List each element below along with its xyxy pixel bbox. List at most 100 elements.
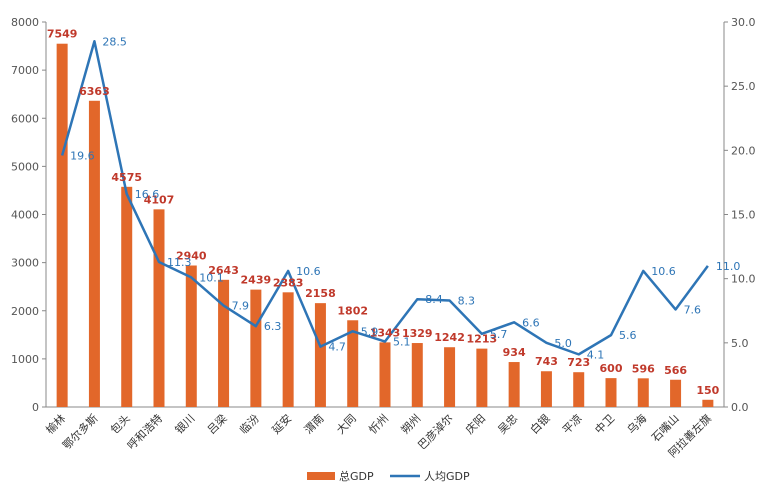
category-label: 呼和浩特 bbox=[124, 411, 165, 452]
bar-total-gdp bbox=[508, 362, 520, 407]
bar-value-label: 596 bbox=[632, 362, 655, 375]
bar-value-label: 743 bbox=[535, 355, 558, 368]
bar-total-gdp bbox=[185, 265, 197, 407]
bar-total-gdp bbox=[314, 303, 326, 407]
category-label: 大同 bbox=[333, 411, 358, 436]
bar-value-label: 1242 bbox=[434, 331, 465, 344]
left-tick-label: 8000 bbox=[11, 16, 39, 29]
bar-total-gdp bbox=[56, 43, 68, 407]
right-tick-label: 20.0 bbox=[731, 144, 756, 157]
bar-value-label: 2383 bbox=[273, 276, 304, 289]
line-value-label: 6.6 bbox=[522, 316, 540, 329]
right-tick-label: 30.0 bbox=[731, 16, 756, 29]
bar-value-label: 150 bbox=[696, 384, 719, 397]
bar-value-label: 1329 bbox=[402, 327, 433, 340]
line-value-label: 7.6 bbox=[684, 303, 702, 316]
left-tick-label: 2000 bbox=[11, 305, 39, 318]
legend-label-bar: 总GDP bbox=[339, 469, 374, 483]
bar-value-label: 934 bbox=[503, 346, 526, 359]
line-value-label: 10.6 bbox=[651, 265, 676, 278]
category-label: 榆林 bbox=[43, 411, 68, 436]
category-label: 乌海 bbox=[624, 411, 649, 436]
line-value-label: 8.3 bbox=[458, 294, 476, 307]
bar-value-label: 600 bbox=[600, 362, 623, 375]
category-label: 银川 bbox=[172, 411, 197, 436]
left-tick-label: 5000 bbox=[11, 160, 39, 173]
bar-value-label: 6363 bbox=[79, 85, 110, 98]
line-value-label: 10.1 bbox=[199, 271, 224, 284]
category-label: 巴彦淖尔 bbox=[415, 411, 456, 452]
right-tick-label: 25.0 bbox=[731, 80, 756, 93]
category-label: 包头 bbox=[108, 412, 133, 437]
bar-value-label: 7549 bbox=[47, 28, 78, 41]
line-value-label: 5.1 bbox=[393, 336, 411, 349]
category-label: 鄂尔多斯 bbox=[60, 411, 101, 452]
line-value-label: 4.1 bbox=[587, 348, 605, 361]
bar-total-gdp bbox=[121, 186, 133, 407]
line-value-label: 4.7 bbox=[328, 341, 346, 354]
left-tick-label: 4000 bbox=[11, 209, 39, 222]
line-value-label: 10.6 bbox=[296, 265, 321, 278]
bar-value-label: 2940 bbox=[176, 250, 207, 263]
line-value-label: 16.6 bbox=[135, 188, 160, 201]
left-tick-label: 3000 bbox=[11, 257, 39, 270]
category-label: 朔州 bbox=[399, 412, 424, 437]
bar-total-gdp bbox=[637, 378, 649, 407]
line-value-label: 6.3 bbox=[264, 320, 282, 333]
bar-total-gdp bbox=[88, 100, 100, 407]
bar-total-gdp bbox=[476, 348, 488, 407]
bar-total-gdp bbox=[153, 209, 165, 407]
line-value-label: 7.9 bbox=[232, 300, 250, 313]
line-value-label: 5.7 bbox=[490, 328, 508, 341]
category-label: 渭南 bbox=[302, 412, 327, 437]
left-tick-label: 0 bbox=[32, 401, 39, 414]
bar-total-gdp bbox=[218, 279, 230, 407]
bar-value-label: 2439 bbox=[241, 274, 272, 287]
bar-value-label: 4107 bbox=[144, 193, 175, 206]
right-tick-label: 10.0 bbox=[731, 273, 756, 286]
bar-value-label: 1802 bbox=[337, 304, 368, 317]
right-tick-label: 0.0 bbox=[731, 401, 749, 414]
line-value-label: 8.4 bbox=[425, 293, 443, 306]
category-label: 延安 bbox=[269, 411, 294, 436]
category-label: 忻州 bbox=[366, 412, 391, 437]
line-value-label: 28.5 bbox=[102, 35, 127, 48]
line-value-label: 11.0 bbox=[716, 260, 741, 273]
bar-total-gdp bbox=[282, 292, 294, 407]
bar-total-gdp bbox=[444, 347, 456, 407]
category-label: 吕梁 bbox=[204, 411, 229, 436]
bar-value-label: 566 bbox=[664, 364, 687, 377]
bar-value-label: 1213 bbox=[467, 333, 498, 346]
left-tick-label: 7000 bbox=[11, 64, 39, 77]
line-value-label: 5.0 bbox=[554, 337, 572, 350]
line-value-label: 5.9 bbox=[361, 325, 379, 338]
bar-total-gdp bbox=[379, 342, 391, 407]
left-tick-label: 6000 bbox=[11, 112, 39, 125]
bar-total-gdp bbox=[670, 379, 682, 407]
bar-total-gdp bbox=[540, 371, 552, 407]
bar-value-label: 2158 bbox=[305, 287, 336, 300]
category-label: 庆阳 bbox=[463, 411, 488, 436]
bar-value-label: 723 bbox=[567, 356, 590, 369]
right-tick-label: 5.0 bbox=[731, 337, 749, 350]
line-value-label: 5.6 bbox=[619, 329, 637, 342]
bar-total-gdp bbox=[605, 378, 617, 407]
category-label: 白银 bbox=[527, 411, 552, 436]
bar-total-gdp bbox=[573, 372, 585, 407]
legend-label-line: 人均GDP bbox=[424, 470, 470, 483]
category-label: 吴忠 bbox=[496, 412, 521, 437]
category-label: 临汾 bbox=[237, 411, 262, 436]
right-tick-label: 15.0 bbox=[731, 209, 756, 222]
left-tick-label: 1000 bbox=[11, 353, 39, 366]
line-value-label: 19.6 bbox=[70, 149, 95, 162]
category-label: 中卫 bbox=[592, 412, 617, 437]
category-label: 平凉 bbox=[559, 411, 584, 436]
bar-total-gdp bbox=[702, 399, 714, 407]
bar-value-label: 1343 bbox=[370, 326, 401, 339]
bar-value-label: 4575 bbox=[111, 171, 142, 184]
line-value-label: 11.3 bbox=[167, 256, 192, 269]
bar-total-gdp bbox=[250, 289, 262, 407]
bar-value-label: 2643 bbox=[208, 264, 239, 277]
